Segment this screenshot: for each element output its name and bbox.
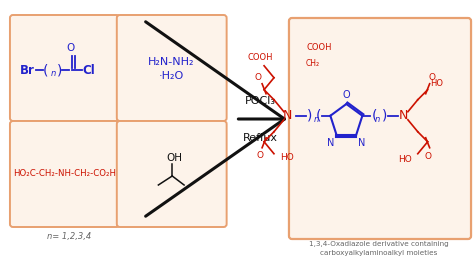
Text: (: ( xyxy=(316,109,321,123)
Text: O: O xyxy=(428,73,435,82)
Text: ·H₂O: ·H₂O xyxy=(159,71,184,81)
Text: ): ) xyxy=(307,109,312,123)
Text: N: N xyxy=(399,109,409,122)
Text: O: O xyxy=(424,152,431,161)
Text: O: O xyxy=(343,90,350,100)
Text: carboxyalkylaminoalkyl moieties: carboxyalkylaminoalkyl moieties xyxy=(320,250,438,256)
Text: CH₂: CH₂ xyxy=(306,59,320,68)
Text: COOH: COOH xyxy=(247,53,273,62)
Text: Br: Br xyxy=(20,64,35,77)
Text: POCl₃: POCl₃ xyxy=(245,96,276,106)
Text: N: N xyxy=(283,109,292,122)
FancyBboxPatch shape xyxy=(289,18,471,239)
Text: N: N xyxy=(358,138,365,148)
FancyBboxPatch shape xyxy=(117,15,227,121)
Text: HO: HO xyxy=(280,153,294,162)
Text: ): ) xyxy=(56,63,62,77)
Text: n: n xyxy=(374,115,380,124)
Text: HO: HO xyxy=(398,155,412,164)
FancyBboxPatch shape xyxy=(10,15,120,121)
Text: 1,3,4-Oxadiazole derivative containing: 1,3,4-Oxadiazole derivative containing xyxy=(309,241,449,247)
Text: (: ( xyxy=(371,109,377,123)
Text: O: O xyxy=(256,151,264,160)
Text: Cl: Cl xyxy=(82,64,95,77)
Text: HO₂C-CH₂-NH-CH₂-CO₂H: HO₂C-CH₂-NH-CH₂-CO₂H xyxy=(13,169,116,178)
Text: H₂N-NH₂: H₂N-NH₂ xyxy=(148,57,194,67)
Text: HO: HO xyxy=(429,79,443,88)
Text: COOH: COOH xyxy=(307,43,332,52)
Text: n: n xyxy=(51,69,56,78)
FancyBboxPatch shape xyxy=(10,121,120,227)
Text: O: O xyxy=(66,43,74,53)
Text: ): ) xyxy=(382,109,388,123)
Text: (: ( xyxy=(43,63,48,77)
Text: Reflux: Reflux xyxy=(243,133,278,143)
Text: N: N xyxy=(327,138,335,148)
Text: n: n xyxy=(314,115,319,124)
Text: OH: OH xyxy=(166,153,182,163)
Text: O: O xyxy=(255,73,262,82)
FancyBboxPatch shape xyxy=(117,121,227,227)
Text: n= 1,2,3,4: n= 1,2,3,4 xyxy=(47,231,91,240)
